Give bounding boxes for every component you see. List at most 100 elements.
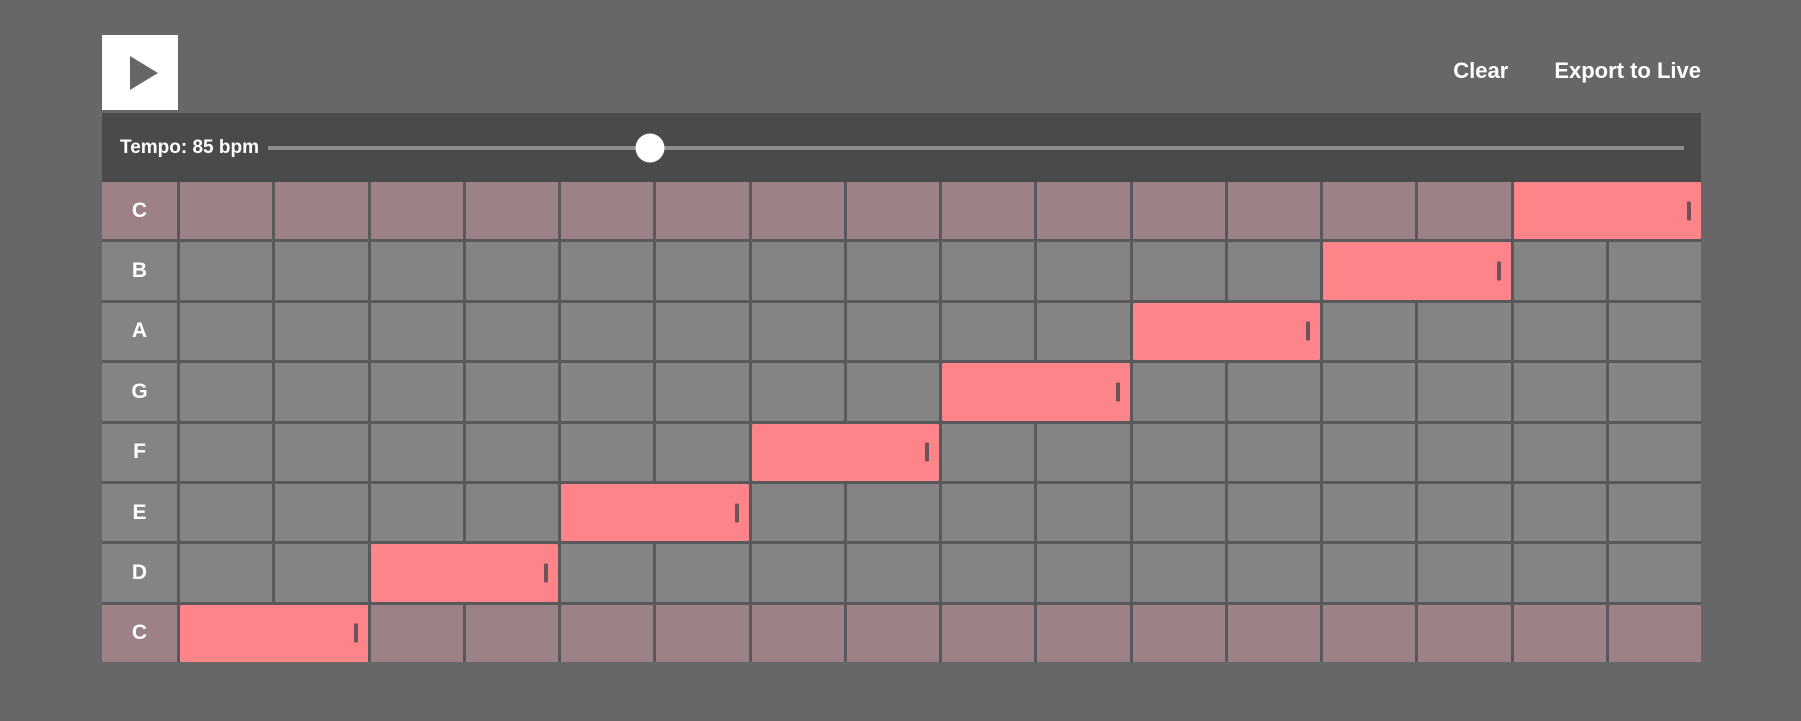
grid-cell[interactable] [656,423,749,481]
grid-cell[interactable] [370,242,463,300]
grid-cell[interactable] [465,423,558,481]
grid-cell[interactable] [180,302,273,361]
grid-cell[interactable] [275,363,368,421]
note-resize-handle[interactable] [353,623,358,643]
grid-cell[interactable] [846,242,939,300]
grid-cell[interactable] [465,242,558,300]
grid-cell[interactable] [275,423,368,481]
grid-cell[interactable] [1418,544,1511,602]
grid-cell[interactable] [370,363,463,421]
grid-cell[interactable] [1418,302,1511,361]
grid-cell[interactable] [1227,544,1320,602]
grid-cell[interactable] [1608,242,1701,300]
grid-cell[interactable] [370,182,463,240]
grid-cell[interactable] [1418,363,1511,421]
note-resize-handle[interactable] [925,442,929,462]
grid-cell[interactable] [1513,363,1606,421]
grid-cell[interactable] [1037,604,1130,662]
grid-cell[interactable] [1513,544,1606,602]
grid-cell[interactable] [942,483,1035,542]
grid-cell[interactable] [1037,544,1130,602]
tempo-slider-track[interactable] [268,145,1684,150]
grid-cell[interactable] [1323,302,1416,361]
note-resize-handle[interactable] [1496,261,1501,281]
grid-cell[interactable] [1132,483,1225,542]
grid-cell[interactable] [1132,182,1225,240]
note[interactable] [942,363,1130,421]
grid-cell[interactable] [180,423,273,481]
grid-cell[interactable] [751,483,844,542]
grid-cell[interactable] [846,182,939,240]
note[interactable] [1323,242,1511,300]
grid-cell[interactable] [465,363,558,421]
grid-cell[interactable] [1132,242,1225,300]
grid-cell[interactable] [1418,604,1511,662]
grid-cell[interactable] [846,544,939,602]
note-resize-handle[interactable] [544,563,548,583]
grid-cell[interactable] [846,363,939,421]
note-resize-handle[interactable] [1306,321,1310,341]
grid-cell[interactable] [1132,363,1225,421]
grid-cell[interactable] [275,242,368,300]
grid-cell[interactable] [1513,302,1606,361]
grid-cell[interactable] [1608,544,1701,602]
grid-cell[interactable] [846,483,939,542]
grid-cell[interactable] [1608,483,1701,542]
grid-cell[interactable] [1323,423,1416,481]
note-resize-handle[interactable] [734,503,739,523]
grid-cell[interactable] [1608,604,1701,662]
grid-cell[interactable] [942,242,1035,300]
grid-cell[interactable] [656,302,749,361]
grid-cell[interactable] [275,544,368,602]
grid-cell[interactable] [1132,604,1225,662]
grid-cell[interactable] [1418,423,1511,481]
grid-cell[interactable] [1227,604,1320,662]
grid-cell[interactable] [465,182,558,240]
grid-cell[interactable] [1323,544,1416,602]
grid-cell[interactable] [180,544,273,602]
grid-cell[interactable] [1513,423,1606,481]
grid-cell[interactable] [1513,483,1606,542]
grid-cell[interactable] [656,544,749,602]
grid-cell[interactable] [1323,182,1416,240]
grid-cell[interactable] [561,544,654,602]
note-resize-handle[interactable] [1687,201,1691,221]
grid-cell[interactable] [1037,302,1130,361]
grid-cell[interactable] [751,604,844,662]
note[interactable] [561,483,749,542]
note-resize-handle[interactable] [1115,382,1120,402]
grid-cell[interactable] [751,544,844,602]
grid-cell[interactable] [561,242,654,300]
grid-cell[interactable] [1608,363,1701,421]
grid-cell[interactable] [1227,363,1320,421]
note[interactable] [370,544,558,602]
grid-cell[interactable] [1132,544,1225,602]
grid-cell[interactable] [180,363,273,421]
grid-cell[interactable] [1227,423,1320,481]
grid-cell[interactable] [370,302,463,361]
grid-cell[interactable] [942,182,1035,240]
grid-cell[interactable] [656,242,749,300]
grid-cell[interactable] [751,363,844,421]
grid-cell[interactable] [465,483,558,542]
note[interactable] [1132,302,1320,361]
grid-cell[interactable] [1037,423,1130,481]
note[interactable] [180,604,368,662]
play-button[interactable] [102,35,178,110]
grid-cell[interactable] [1323,363,1416,421]
grid-cell[interactable] [942,423,1035,481]
note[interactable] [1513,182,1701,240]
grid-cell[interactable] [1037,483,1130,542]
export-to-live-button[interactable]: Export to Live [1554,58,1701,83]
grid-cell[interactable] [1037,182,1130,240]
grid-cell[interactable] [1323,483,1416,542]
grid-cell[interactable] [275,182,368,240]
grid-cell[interactable] [561,302,654,361]
grid-cell[interactable] [1608,302,1701,361]
grid-cell[interactable] [1227,242,1320,300]
grid-cell[interactable] [561,604,654,662]
grid-cell[interactable] [1418,182,1511,240]
grid-cell[interactable] [846,302,939,361]
grid-cell[interactable] [1227,483,1320,542]
grid-cell[interactable] [751,182,844,240]
